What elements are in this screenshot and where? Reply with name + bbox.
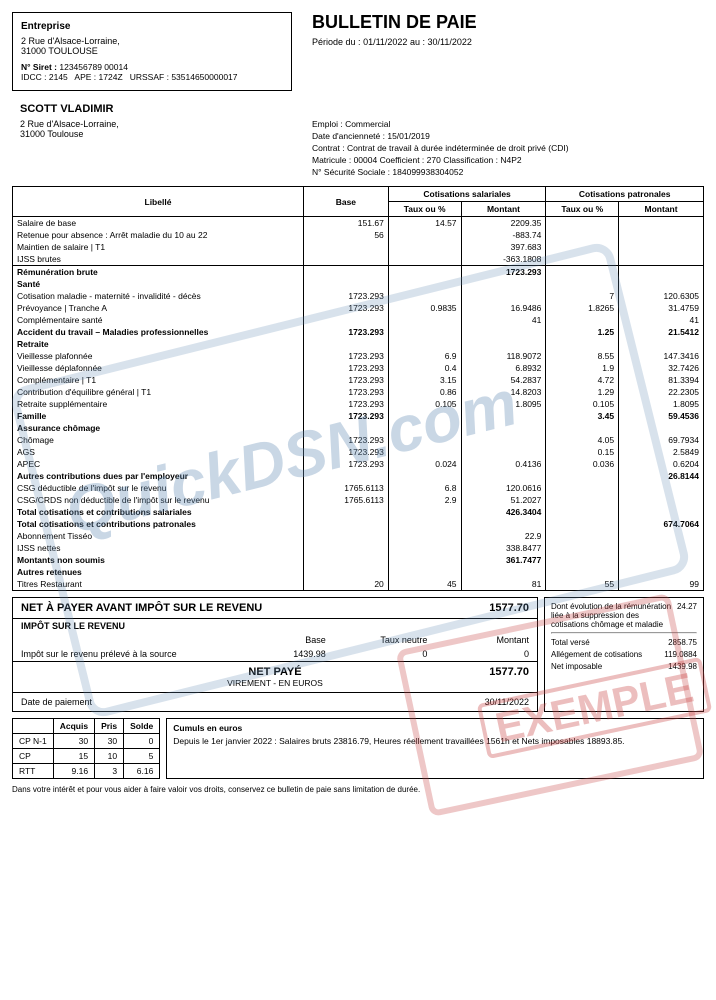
netpaye-amount: 1577.70 bbox=[360, 666, 529, 688]
payment-date: 30/11/2022 bbox=[485, 697, 529, 707]
table-row: Contribution d'équilibre général | T1172… bbox=[13, 386, 704, 398]
period: Période du : 01/11/2022 au : 30/11/2022 bbox=[312, 37, 704, 47]
col-cot-pat: Cotisations patronales bbox=[546, 187, 704, 202]
table-row: Retenue pour absence : Arrêt maladie du … bbox=[13, 229, 704, 241]
table-row: Abonnement Tisséo22.9 bbox=[13, 530, 704, 542]
table-row: Autres retenues bbox=[13, 566, 704, 578]
table-row: Complémentaire santé4141 bbox=[13, 314, 704, 326]
table-row: Famille1723.2933.4559.4536 bbox=[13, 410, 704, 422]
summary-box: Dont évolution de la rémunération liée à… bbox=[544, 597, 704, 712]
table-row: Cotisation maladie - maternité - invalid… bbox=[13, 290, 704, 302]
col-base: Base bbox=[303, 187, 388, 217]
table-row: IJSS brutes-363.1808 bbox=[13, 253, 704, 266]
table-row: Santé bbox=[13, 278, 704, 290]
table-row: RTT9.1636.16 bbox=[13, 764, 160, 779]
payment-date-label: Date de paiement bbox=[21, 697, 92, 707]
table-row: Complémentaire | T11723.2933.1554.28374.… bbox=[13, 374, 704, 386]
employment-info: Emploi : Commercial Date d'ancienneté : … bbox=[312, 99, 704, 178]
netpaye-label: NET PAYÉ bbox=[190, 666, 359, 678]
company-ids: N° Siret : 123456789 00014 IDCC : 2145 A… bbox=[21, 62, 283, 82]
footer-note: Dans votre intérêt et pour vous aider à … bbox=[12, 785, 704, 794]
table-row: Total cotisations et contributions salar… bbox=[13, 506, 704, 518]
employee-box: SCOTT VLADIMIR 2 Rue d'Alsace-Lorraine, … bbox=[12, 99, 292, 178]
table-row: CP N-130300 bbox=[13, 734, 160, 749]
table-row: Accident du travail – Maladies professio… bbox=[13, 326, 704, 338]
table-row: Salaire de base151.6714.572209.35 bbox=[13, 217, 704, 230]
leave-table: Acquis Pris Solde CP N-130300CP15105RTT9… bbox=[12, 718, 160, 779]
company-address: 2 Rue d'Alsace-Lorraine, 31000 TOULOUSE bbox=[21, 36, 283, 56]
table-row: CSG déductible de l'impôt sur le revenu1… bbox=[13, 482, 704, 494]
cumuls-box: Cumuls en euros Depuis le 1er janvier 20… bbox=[166, 718, 704, 779]
table-row: Vieillesse plafonnée1723.2936.9118.90728… bbox=[13, 350, 704, 362]
table-row: Total cotisations et contributions patro… bbox=[13, 518, 704, 530]
table-row: Vieillesse déplafonnée1723.2930.46.89321… bbox=[13, 362, 704, 374]
net-title: NET À PAYER AVANT IMPÔT SUR LE REVENU bbox=[21, 602, 262, 614]
table-row: Autres contributions dues par l'employeu… bbox=[13, 470, 704, 482]
net-box: NET À PAYER AVANT IMPÔT SUR LE REVENU 15… bbox=[12, 597, 538, 712]
table-row: Prévoyance | Tranche A1723.2930.983516.9… bbox=[13, 302, 704, 314]
company-name: Entreprise bbox=[21, 21, 283, 32]
table-row: CSG/CRDS non déductible de l'impôt sur l… bbox=[13, 494, 704, 506]
table-row: Chômage1723.2934.0569.7934 bbox=[13, 434, 704, 446]
table-row: Retraite supplémentaire1723.2930.1051.80… bbox=[13, 398, 704, 410]
table-row: Maintien de salaire | T1397.683 bbox=[13, 241, 704, 253]
col-cot-sal: Cotisations salariales bbox=[388, 187, 546, 202]
table-row: Assurance chômage bbox=[13, 422, 704, 434]
company-box: Entreprise 2 Rue d'Alsace-Lorraine, 3100… bbox=[12, 12, 292, 91]
pay-table: Libellé Base Cotisations salariales Coti… bbox=[12, 186, 704, 591]
impot-title: IMPÔT SUR LE REVENU bbox=[13, 619, 537, 633]
net-amount: 1577.70 bbox=[489, 602, 529, 614]
table-row: Rémunération brute1723.293 bbox=[13, 266, 704, 279]
table-row: AGS1723.2930.152.5849 bbox=[13, 446, 704, 458]
table-row: CP15105 bbox=[13, 749, 160, 764]
table-row: APEC1723.2930.0240.41360.0360.6204 bbox=[13, 458, 704, 470]
table-row: IJSS nettes338.8477 bbox=[13, 542, 704, 554]
table-row: Retraite bbox=[13, 338, 704, 350]
table-row: Titres Restaurant2045815599 bbox=[13, 578, 704, 591]
title-block: BULLETIN DE PAIE Période du : 01/11/2022… bbox=[312, 12, 704, 91]
document-title: BULLETIN DE PAIE bbox=[312, 12, 704, 33]
col-libelle: Libellé bbox=[13, 187, 304, 217]
employee-name: SCOTT VLADIMIR bbox=[20, 103, 284, 115]
table-row: Montants non soumis361.7477 bbox=[13, 554, 704, 566]
